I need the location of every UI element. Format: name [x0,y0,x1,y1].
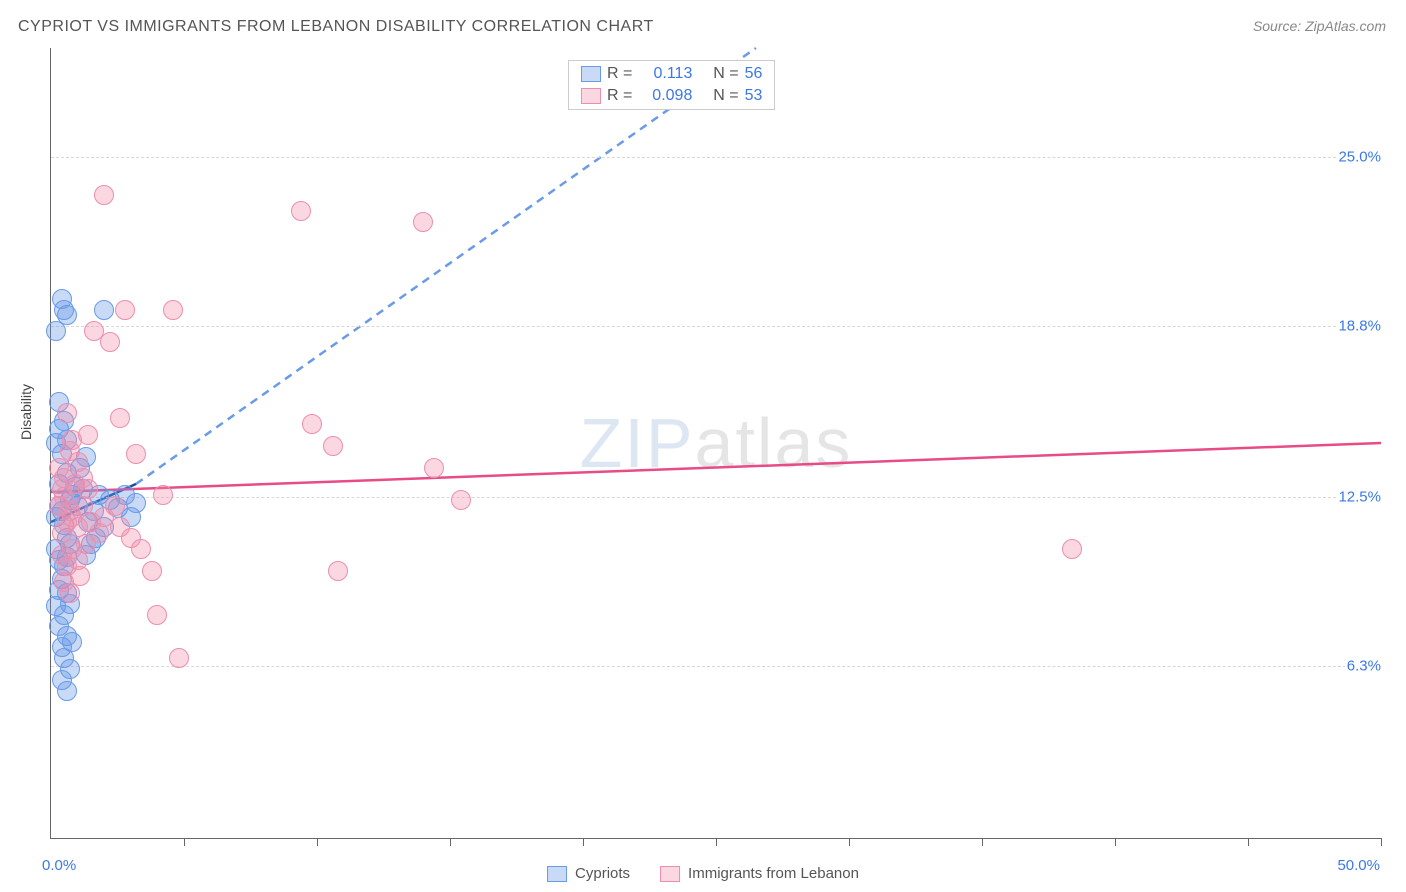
scatter-point [169,648,189,668]
legend-swatch [581,66,601,82]
scatter-point [62,430,82,450]
watermark: ZIPatlas [580,403,853,483]
scatter-point [142,561,162,581]
correlation-stats-box: R = 0.113 N = 56R = 0.098 N = 53 [568,60,775,110]
scatter-point [126,493,146,513]
scatter-point [302,414,322,434]
x-tick [1115,838,1116,846]
legend-label: Immigrants from Lebanon [688,865,859,882]
scatter-point [115,300,135,320]
x-tick [184,838,185,846]
scatter-point [413,212,433,232]
x-tick [716,838,717,846]
scatter-point [291,201,311,221]
scatter-point [94,185,114,205]
scatter-point [451,490,471,510]
scatter-point [323,436,343,456]
scatter-point [147,605,167,625]
scatter-point [94,300,114,320]
scatter-point [57,305,77,325]
scatter-point [424,458,444,478]
stat-row: R = 0.098 N = 53 [569,85,774,107]
scatter-point [70,566,90,586]
gridline [51,326,1381,327]
scatter-point [328,561,348,581]
scatter-point [57,681,77,701]
x-tick [1248,838,1249,846]
scatter-point [163,300,183,320]
plot-area: ZIPatlas 6.3% 12.5% 18.8% 25.0% [50,48,1381,839]
scatter-point [153,485,173,505]
gridline [51,666,1381,667]
y-tick-label: 12.5% [1336,489,1383,506]
x-tick-label: 50.0% [1337,857,1380,874]
x-tick [1381,838,1382,846]
x-tick [317,838,318,846]
scatter-point [57,403,77,423]
scatter-point [52,479,72,499]
legend-item: Immigrants from Lebanon [660,865,859,882]
legend-item: Cypriots [547,865,630,882]
scatter-point [100,332,120,352]
x-tick [583,838,584,846]
y-tick-label: 18.8% [1336,317,1383,334]
gridline [51,157,1381,158]
source-attribution: Source: ZipAtlas.com [1253,18,1386,34]
y-tick-label: 25.0% [1336,148,1383,165]
scatter-point [73,468,93,488]
x-tick-label: 0.0% [42,857,76,874]
chart-title: CYPRIOT VS IMMIGRANTS FROM LEBANON DISAB… [18,18,654,36]
trend-lines-layer [51,48,1381,838]
gridline [51,497,1381,498]
scatter-point [110,408,130,428]
legend-swatch [581,88,601,104]
x-tick [450,838,451,846]
stat-row: R = 0.113 N = 56 [569,63,774,85]
legend-label: Cypriots [575,865,630,882]
y-axis-label: Disability [18,384,34,440]
scatter-point [131,539,151,559]
y-tick-label: 6.3% [1345,658,1383,675]
scatter-point [105,496,125,516]
scatter-point [126,444,146,464]
legend-swatch [547,866,567,882]
legend-swatch [660,866,680,882]
x-tick [849,838,850,846]
x-tick [982,838,983,846]
legend: Cypriots Immigrants from Lebanon [547,865,859,882]
scatter-point [1062,539,1082,559]
